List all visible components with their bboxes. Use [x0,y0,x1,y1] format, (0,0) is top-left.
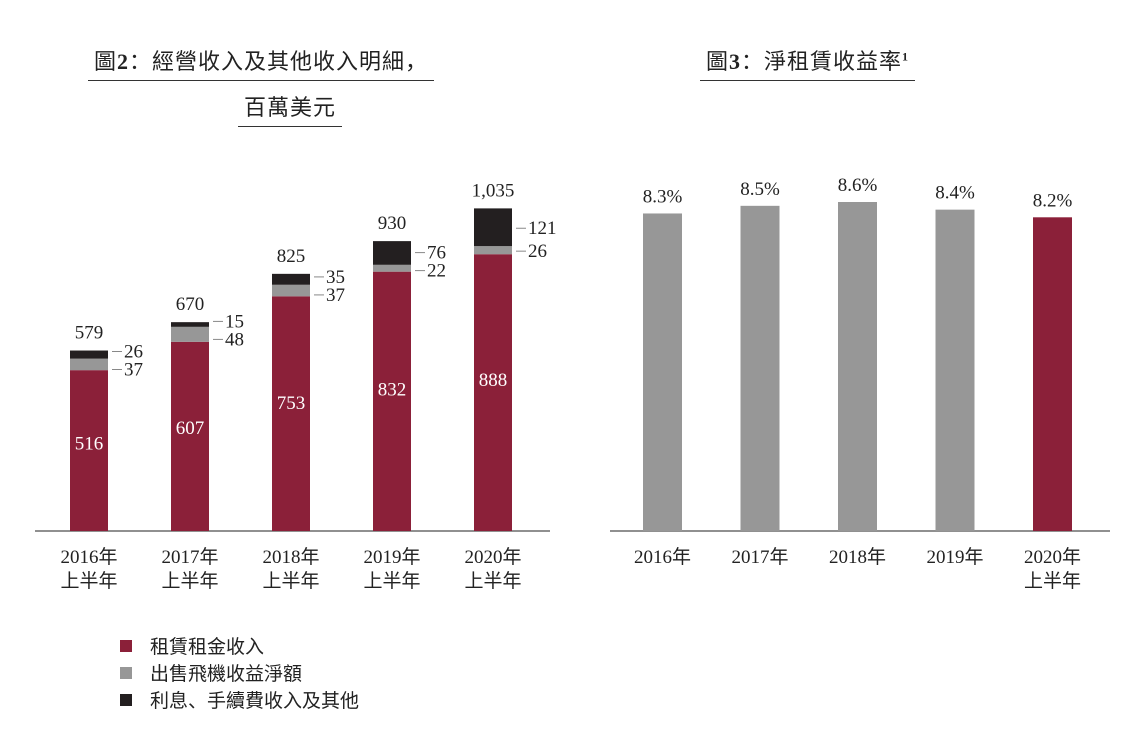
chart1-category-label: 2018年 [262,546,319,568]
chart1-bar-rental [373,271,411,531]
chart1-title-text: ：經營收入及其他收入明細， [129,49,429,74]
chart2-title-prefix: 圖 [706,49,730,74]
chart2-category-label: 2017年 [731,546,788,568]
chart1-data-label-other: 76 [427,243,446,264]
chart1-title-number: 2 [117,49,130,74]
chart1-category-label: 2020年 [464,546,521,568]
chart1-bar-rental [70,370,108,531]
chart2-category-label: 2018年 [829,546,886,568]
chart1-bar-rental [474,254,512,532]
chart1-bar-other [373,241,411,265]
chart1-bar-other [474,208,512,247]
chart1-bar-sales [70,358,108,371]
chart1-category-label: 2019年 [363,546,420,568]
chart1-data-label-rental: 753 [277,393,306,414]
chart1-bar-sales [272,284,310,297]
chart2-value-label: 8.5% [740,179,780,200]
chart1-data-label-sales: 48 [225,329,244,350]
chart2-title-footnote: 1 [902,49,910,64]
chart1-data-label-rental: 888 [479,370,508,391]
legend-label-interest-fees-other: 利息、手續費收入及其他 [150,691,360,712]
chart1-bar-sales [373,264,411,272]
chart1-data-label-sales: 22 [427,261,446,282]
chart1-category-label: 上半年 [161,570,218,592]
chart1-bar-other [171,322,209,327]
chart1-data-label-other: 35 [326,267,345,288]
chart1-bar-rental [171,341,209,531]
chart1-bar-sales [171,326,209,342]
chart1-unit-label: 百萬美元 [238,90,343,127]
chart1-data-label-rental: 516 [75,434,104,455]
chart1-title: 圖2：經營收入及其他收入明細， [88,44,435,81]
chart2-category-label: 2020年 [1024,546,1081,568]
chart2-bar [935,209,975,531]
chart1-bar-other [70,350,108,359]
chart1-total-label: 670 [176,294,205,315]
chart1-data-label-sales: 26 [528,241,547,262]
chart1-category-label: 上半年 [464,570,521,592]
chart2-value-label: 8.3% [643,186,683,207]
legend-swatch-aircraft-sales-gain [120,666,132,679]
chart1-data-label-sales: 37 [124,359,143,380]
chart1-data-label-rental: 832 [378,379,407,400]
chart1-category-label: 上半年 [60,570,117,592]
chart1-bar-other [272,273,310,285]
chart2-bar [740,205,780,532]
legend-label-aircraft-sales-gain: 出售飛機收益淨額 [150,664,303,685]
chart1-category-label: 上半年 [363,570,420,592]
chart2-value-label: 8.4% [935,183,975,204]
legend-label-rental-income: 租賃租金收入 [150,637,265,658]
chart1-category-label: 2016年 [60,546,117,568]
chart2-bar [643,213,682,531]
chart1-title-prefix: 圖 [94,49,118,74]
chart1-total-label: 579 [75,323,104,344]
chart1-category-label: 上半年 [262,570,319,592]
legend-item-aircraft-sales-gain: 出售飛機收益淨額 [120,659,359,686]
chart1-data-label-other: 15 [225,311,244,332]
chart1-data-label-other: 26 [124,341,143,362]
chart1-total-label: 825 [277,246,306,267]
chart1-bar-rental [272,296,310,531]
chart1-data-label-rental: 607 [176,418,205,439]
chart1-total-label: 1,035 [472,180,515,201]
chart1-data-label-other: 121 [528,218,557,239]
chart2-bar [838,202,877,531]
chart2-category-label: 2019年 [926,546,983,568]
legend-swatch-interest-fees-other [120,693,132,706]
chart1-total-label: 930 [378,213,407,234]
chart2-value-label: 8.6% [838,175,878,196]
chart1-subtitle: 百萬美元 [238,90,343,127]
legend-swatch-rental-income [120,639,132,652]
chart2-category-label: 上半年 [1024,570,1081,592]
legend-item-interest-fees-other: 利息、手續費收入及其他 [120,686,359,713]
legend-item-rental-income: 租賃租金收入 [120,632,359,659]
chart2-bar-chart: 8.3% 2016年 8.5% 2017年 8.6% 2018年 8.4% 2019年 8.2%… [610,175,1110,592]
chart2-title: 圖3：淨租賃收益率1 [700,44,916,81]
chart2-value-label: 8.2% [1033,190,1073,211]
chart2-category-label: 2016年 [634,546,691,568]
chart1-data-label-sales: 37 [326,285,345,306]
chart2-title-number: 3 [729,49,742,74]
chart2-bar [1033,217,1072,532]
chart1-bar-sales [474,246,512,255]
chart1-legend: 租賃租金收入 出售飛機收益淨額 利息、手續費收入及其他 [120,632,359,713]
chart2-title-text: ：淨租賃收益率 [741,49,903,74]
chart1-stacked-bar-chart: 51637265792016年上半年60748156702017年上半年7533… [35,180,557,592]
chart1-category-label: 2017年 [161,546,218,568]
